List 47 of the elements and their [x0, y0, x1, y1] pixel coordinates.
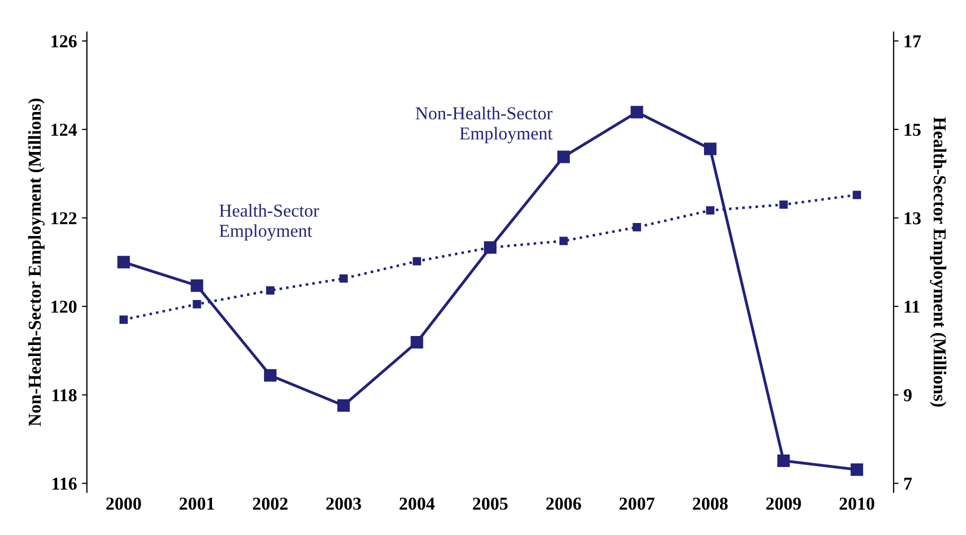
- point: [779, 200, 788, 209]
- y2-tick-label: 15: [904, 124, 921, 136]
- point: [559, 236, 568, 246]
- point: [850, 463, 864, 476]
- y2-tick-label: 7: [904, 478, 912, 490]
- point: [706, 206, 714, 215]
- point: [632, 223, 642, 232]
- point: [412, 257, 422, 266]
- y2-tick-label: 11: [904, 300, 920, 313]
- y-tick-label: 116: [52, 478, 77, 490]
- text: Health-Sector Employment: [219, 204, 320, 241]
- x-tick-label: 2000: [106, 498, 141, 510]
- point: [264, 369, 277, 382]
- y2-axis-title: Health-Sector Employment (Millions): [930, 117, 946, 407]
- point: [119, 315, 128, 324]
- point: [852, 190, 862, 200]
- x-tick-label: 2004: [400, 498, 435, 510]
- y-tick-label: 120: [52, 300, 77, 313]
- point: [266, 286, 274, 295]
- point: [339, 274, 348, 283]
- x-tick-label: 2007: [620, 498, 655, 510]
- point: [337, 399, 350, 412]
- x-tick-label: 2006: [546, 498, 582, 510]
- x-tick-label: 2002: [252, 498, 288, 510]
- x-tick-label: 2009: [766, 498, 801, 510]
- y-tick-label: 126: [52, 35, 77, 48]
- point: [410, 336, 424, 348]
- y-axis-title: Non-Health-Sector Employment (Millions): [28, 98, 45, 426]
- y2-tick-label: 17: [904, 35, 921, 48]
- x-tick-label: 2001: [180, 498, 214, 510]
- x-tick-label: 2010: [840, 498, 874, 510]
- x-tick-label: 2008: [692, 498, 728, 510]
- point: [557, 150, 570, 164]
- y2-tick-label: 9: [904, 389, 912, 402]
- y-tick-label: 124: [52, 124, 77, 136]
- point: [777, 454, 790, 468]
- x-tick-label: 2005: [472, 498, 508, 510]
- point: [192, 300, 202, 308]
- point: [190, 279, 204, 292]
- y-tick-label: 122: [52, 212, 76, 224]
- point: [630, 106, 644, 118]
- point: [704, 142, 716, 156]
- series-label: Non-Health-Sector Employment: [416, 106, 552, 144]
- y-tick-label: 118: [52, 389, 77, 402]
- point: [117, 256, 130, 268]
- y2-tick-label: 13: [904, 212, 921, 224]
- x-tick-label: 2003: [326, 498, 362, 510]
